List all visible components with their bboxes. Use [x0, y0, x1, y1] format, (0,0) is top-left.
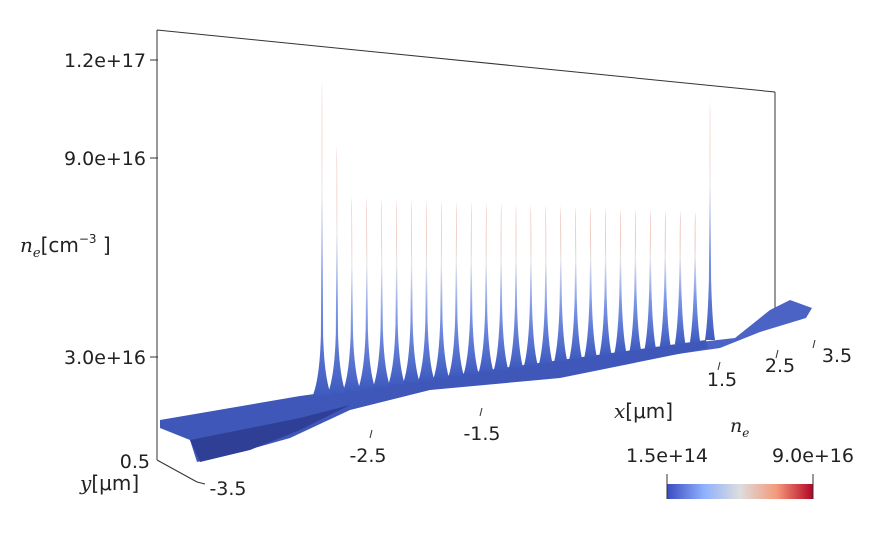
density-spike: [614, 208, 627, 353]
x-ticks: [369, 339, 816, 439]
density-spike: [539, 204, 553, 364]
density-spike: [328, 145, 346, 393]
colorbar-max-label: 9.0e+16: [772, 445, 854, 467]
z-label-exp: −3: [79, 232, 97, 246]
density-spike: [689, 211, 701, 343]
colorbar-min-label: 1.5e+14: [626, 445, 708, 467]
z-tick-label-3: 3.0e+16: [64, 347, 146, 369]
z-ticks: [150, 59, 158, 358]
z-tick-label-2: 9.0e+16: [64, 148, 146, 170]
spike-group: [313, 80, 715, 395]
density-spike: [674, 210, 686, 345]
density-spike: [373, 197, 391, 387]
z-label-unit: [cm: [41, 233, 79, 257]
density-spike: [705, 100, 715, 340]
x-tick-label-2: -1.5: [463, 423, 500, 445]
density-spike: [493, 202, 509, 370]
density-spike: [584, 206, 597, 357]
back-top-edge: [156, 29, 776, 93]
z-tick-label-4: 0.5: [120, 451, 150, 473]
density-spike: [403, 198, 420, 383]
x-label-symbol: x: [614, 399, 625, 423]
colorbar-gradient: [667, 484, 813, 499]
colorbar-title: ne: [730, 415, 749, 440]
axes-box: [156, 29, 776, 483]
density-spike: [418, 199, 435, 381]
x-tick-label-4: 2.5: [765, 355, 795, 377]
x-tick-25: [775, 349, 779, 359]
density-surface: [160, 80, 812, 462]
floor-left-edge: [156, 459, 198, 483]
z-label-close: ]: [97, 233, 111, 257]
colorbar: ne 1.5e+14 9.0e+16: [626, 415, 854, 499]
y-tick-label-1: -3.5: [209, 478, 246, 500]
x-tick-label-3: 1.5: [707, 369, 737, 391]
x-tick-label-1: -2.5: [349, 445, 386, 467]
z-tick-label-1: 1.2e+17: [64, 50, 146, 72]
z-axis-label: ne[cm−3 ]: [20, 232, 111, 261]
z-label-symbol: n: [20, 233, 33, 257]
density-spike: [463, 201, 479, 374]
y-axis-label: y[μm]: [79, 471, 139, 495]
x-tick-m25: [369, 429, 373, 439]
x-axis-label: x[μm]: [614, 399, 673, 423]
y-label-symbol: y: [79, 471, 92, 495]
x-tick-m15: [479, 407, 483, 417]
colorbar-title-sub: e: [742, 426, 749, 440]
surface-front-dip: [190, 405, 350, 462]
x-tick-35: [812, 339, 816, 349]
x-tick-label-5: 3.5: [822, 345, 852, 367]
density-spike: [388, 198, 405, 385]
x-tick-15: [717, 361, 721, 371]
density-spike: [478, 202, 494, 372]
density-spike: [448, 200, 464, 376]
density-spike: [358, 196, 376, 389]
density-spike: [554, 205, 568, 362]
x-label-unit: [μm]: [625, 399, 673, 423]
density-spike: [644, 209, 656, 349]
density-spike: [343, 196, 361, 391]
density-spike: [313, 80, 331, 395]
density-spike: [509, 203, 523, 368]
z-label-sub: e: [33, 246, 41, 261]
density-spike: [433, 200, 450, 379]
density-spike: [599, 207, 612, 355]
density-spike: [629, 208, 642, 351]
density-spike: [659, 210, 671, 347]
colorbar-title-symbol: n: [730, 415, 742, 437]
surface-floor-band: [160, 340, 708, 462]
density-spike: [524, 204, 538, 366]
density-spike: [569, 206, 583, 360]
y-tick-m35: [196, 481, 206, 485]
y-label-unit: [μm]: [91, 471, 139, 495]
